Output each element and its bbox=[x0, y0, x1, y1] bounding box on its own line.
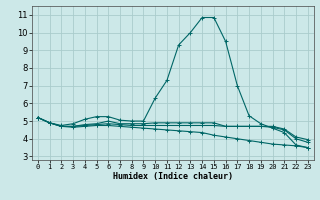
X-axis label: Humidex (Indice chaleur): Humidex (Indice chaleur) bbox=[113, 172, 233, 181]
